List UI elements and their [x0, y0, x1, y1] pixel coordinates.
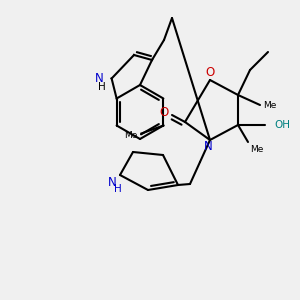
Text: H: H: [114, 184, 122, 194]
Text: Me: Me: [250, 145, 263, 154]
Text: Me: Me: [124, 131, 137, 140]
Text: Me: Me: [263, 100, 276, 109]
Text: N: N: [95, 72, 104, 85]
Text: H: H: [98, 82, 106, 92]
Text: N: N: [108, 176, 116, 188]
Text: OH: OH: [274, 120, 290, 130]
Text: O: O: [159, 106, 169, 119]
Text: O: O: [206, 67, 214, 80]
Text: N: N: [204, 140, 212, 154]
